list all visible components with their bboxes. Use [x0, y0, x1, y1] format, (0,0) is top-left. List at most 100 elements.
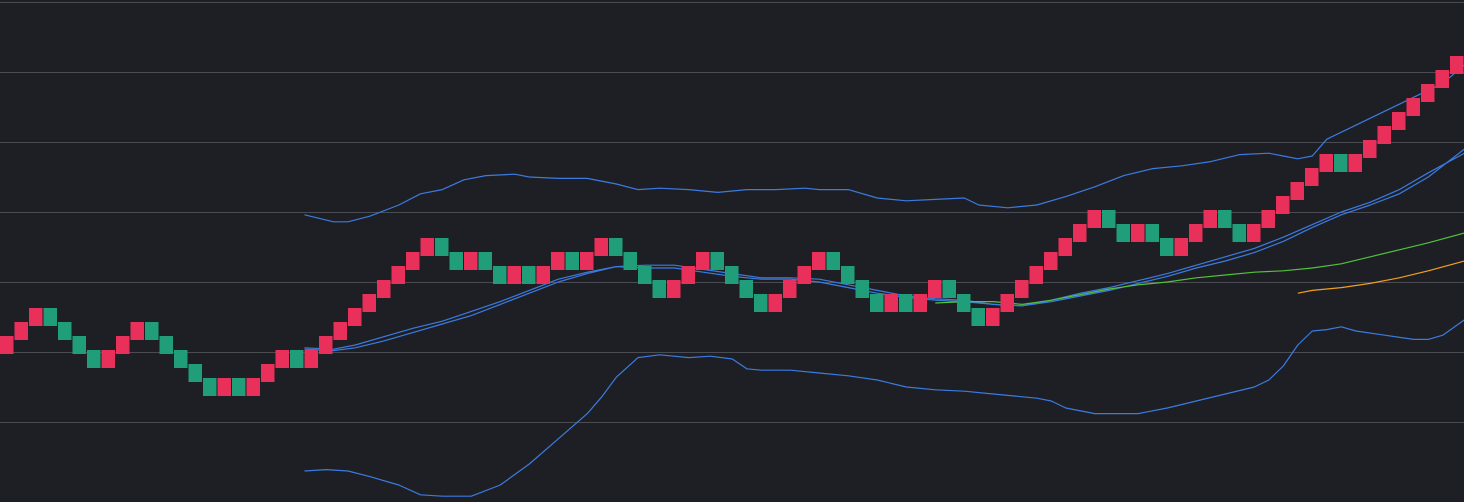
renko-brick-up[interactable]	[217, 378, 232, 396]
renko-brick-down[interactable]	[1218, 210, 1232, 228]
renko-brick-down[interactable]	[710, 252, 725, 270]
renko-brick-down[interactable]	[899, 294, 913, 312]
renko-brick-down[interactable]	[1102, 210, 1116, 228]
renko-brick-up[interactable]	[1044, 252, 1058, 270]
renko-brick-down[interactable]	[72, 336, 87, 354]
renko-brick-down[interactable]	[1334, 154, 1348, 172]
renko-brick-down[interactable]	[449, 252, 464, 270]
renko-brick-up[interactable]	[681, 266, 696, 284]
renko-brick-up[interactable]	[1203, 210, 1218, 228]
renko-brick-up[interactable]	[362, 294, 377, 312]
renko-brick-up[interactable]	[391, 266, 406, 284]
renko-brick-up[interactable]	[507, 266, 522, 284]
renko-brick-down[interactable]	[971, 308, 986, 326]
renko-brick-up[interactable]	[1421, 84, 1435, 102]
renko-brick-down[interactable]	[1160, 238, 1174, 256]
renko-brick-up[interactable]	[246, 378, 261, 396]
renko-brick-up[interactable]	[304, 350, 319, 368]
renko-brick-up[interactable]	[29, 308, 43, 326]
renko-brick-down[interactable]	[565, 252, 580, 270]
renko-brick-down[interactable]	[174, 350, 188, 368]
renko-brick-up[interactable]	[130, 322, 145, 340]
renko-brick-up[interactable]	[275, 350, 290, 368]
renko-brick-down[interactable]	[652, 280, 667, 298]
renko-brick-down[interactable]	[739, 280, 754, 298]
renko-brick-up[interactable]	[333, 322, 348, 340]
renko-brick-up[interactable]	[913, 294, 928, 312]
renko-brick-up[interactable]	[1450, 56, 1464, 74]
renko-brick-up[interactable]	[1392, 112, 1406, 130]
renko-brick-down[interactable]	[725, 266, 739, 284]
renko-brick-up[interactable]	[116, 336, 130, 354]
renko-brick-down[interactable]	[159, 336, 174, 354]
renko-brick-down[interactable]	[754, 294, 768, 312]
renko-brick-down[interactable]	[87, 350, 101, 368]
renko-brick-up[interactable]	[594, 238, 609, 256]
renko-brick-down[interactable]	[478, 252, 493, 270]
renko-brick-down[interactable]	[638, 266, 652, 284]
renko-brick-down[interactable]	[145, 322, 159, 340]
renko-brick-down[interactable]	[1232, 224, 1247, 242]
renko-brick-up[interactable]	[783, 280, 797, 298]
renko-brick-down[interactable]	[58, 322, 72, 340]
renko-brick-up[interactable]	[348, 308, 362, 326]
renko-brick-up[interactable]	[1087, 210, 1102, 228]
renko-brick-down[interactable]	[855, 280, 870, 298]
renko-brick-up[interactable]	[261, 364, 275, 382]
renko-brick-up[interactable]	[1377, 126, 1392, 144]
renko-brick-up[interactable]	[1073, 224, 1087, 242]
renko-brick-up[interactable]	[551, 252, 565, 270]
renko-brick-up[interactable]	[1363, 140, 1377, 158]
renko-brick-down[interactable]	[623, 252, 638, 270]
renko-brick-down[interactable]	[609, 238, 623, 256]
renko-brick-down[interactable]	[826, 252, 841, 270]
renko-brick-down[interactable]	[870, 294, 884, 312]
renko-brick-up[interactable]	[1247, 224, 1261, 242]
renko-brick-up[interactable]	[14, 322, 29, 340]
renko-brick-up[interactable]	[580, 252, 594, 270]
renko-brick-up[interactable]	[377, 280, 391, 298]
renko-brick-up[interactable]	[1029, 266, 1044, 284]
renko-brick-up[interactable]	[1435, 70, 1450, 88]
renko-brick-up[interactable]	[928, 280, 942, 298]
renko-brick-up[interactable]	[797, 266, 812, 284]
renko-brick-up[interactable]	[768, 294, 783, 312]
renko-brick-up[interactable]	[1348, 154, 1363, 172]
renko-brick-up[interactable]	[1319, 154, 1334, 172]
renko-brick-up[interactable]	[1261, 210, 1276, 228]
renko-brick-up[interactable]	[884, 294, 899, 312]
renko-brick-up[interactable]	[406, 252, 420, 270]
renko-brick-down[interactable]	[522, 266, 536, 284]
renko-brick-up[interactable]	[536, 266, 551, 284]
renko-brick-down[interactable]	[957, 294, 971, 312]
renko-brick-up[interactable]	[1305, 168, 1319, 186]
renko-brick-up[interactable]	[1058, 238, 1073, 256]
renko-brick-up[interactable]	[101, 350, 116, 368]
renko-brick-down[interactable]	[43, 308, 58, 326]
renko-brick-up[interactable]	[696, 252, 710, 270]
renko-brick-up[interactable]	[1015, 280, 1029, 298]
renko-brick-up[interactable]	[986, 308, 1000, 326]
renko-brick-up[interactable]	[667, 280, 681, 298]
renko-brick-up[interactable]	[1131, 224, 1145, 242]
renko-brick-down[interactable]	[1145, 224, 1160, 242]
renko-brick-down[interactable]	[290, 350, 304, 368]
renko-brick-down[interactable]	[435, 238, 449, 256]
renko-brick-up[interactable]	[1406, 98, 1421, 116]
renko-brick-up[interactable]	[1276, 196, 1290, 214]
renko-brick-down[interactable]	[942, 280, 957, 298]
renko-brick-up[interactable]	[319, 336, 333, 354]
renko-brick-up[interactable]	[0, 336, 14, 354]
renko-brick-down[interactable]	[493, 266, 507, 284]
renko-brick-down[interactable]	[203, 378, 217, 396]
renko-brick-up[interactable]	[464, 252, 478, 270]
renko-brick-up[interactable]	[812, 252, 826, 270]
renko-brick-up[interactable]	[1189, 224, 1203, 242]
renko-brick-up[interactable]	[1290, 182, 1305, 200]
renko-brick-up[interactable]	[420, 238, 435, 256]
renko-brick-down[interactable]	[188, 364, 203, 382]
renko-brick-down[interactable]	[232, 378, 246, 396]
renko-brick-down[interactable]	[1116, 224, 1131, 242]
